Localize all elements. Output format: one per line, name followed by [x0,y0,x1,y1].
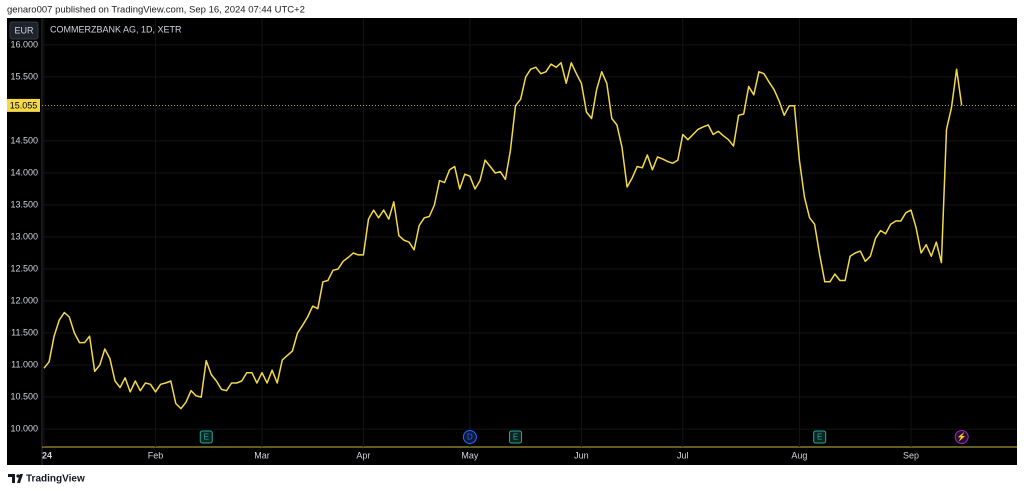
event-badge [509,430,523,444]
y-tick-label: 10.500 [10,391,38,401]
y-tick-label: 14.000 [10,167,38,177]
event-label: E [513,433,518,442]
event-label: ⚡ [957,432,967,442]
footer-logo [8,474,23,483]
event-badge [462,430,477,444]
y-tick-label: 12.500 [10,263,38,273]
x-tick-label: Feb [148,450,164,460]
x-tick-label: 24 [42,450,52,460]
y-tick-label: 12.000 [10,295,38,305]
event-marker[interactable]: E [199,430,213,444]
publish-header: genaro007 published on TradingView.com, … [7,5,305,16]
x-tick-label: Mar [254,450,270,460]
y-tick-label: 13.000 [10,231,38,241]
event-marker[interactable]: D [462,430,477,444]
y-tick-label: 11.000 [11,359,38,369]
y-tick-label: 10.000 [10,423,38,433]
last-price-label: 15.055 [10,100,38,110]
event-label: E [204,433,209,442]
currency-box[interactable] [9,21,39,40]
last-price-box [7,98,40,112]
x-tick-label: Jul [677,450,689,460]
y-tick-label: 13.500 [10,199,38,209]
event-badge [199,430,213,444]
event-label: E [817,433,822,442]
footer-brand: TradingView [26,474,85,485]
currency: EUR [14,25,34,35]
chart-background [7,18,1017,465]
y-tick-label: 16.000 [10,39,38,49]
x-tick-label: May [461,450,479,460]
event-badge [813,430,827,444]
x-tick-label: Jun [574,450,589,460]
price-line [43,62,963,410]
x-tick-label: Apr [356,450,370,460]
y-tick-label: 14.500 [10,135,38,145]
y-tick-label: 11.500 [11,327,38,337]
grid [42,18,1017,447]
event-marker[interactable]: E [509,430,523,444]
event-label: D [467,433,473,442]
chart-title: COMMERZBANK AG, 1D, XETR [50,24,182,34]
event-marker[interactable]: ⚡ [954,430,969,444]
event-badge [954,430,969,444]
y-tick-label: 15.500 [10,71,38,81]
event-marker[interactable]: E [813,430,827,444]
x-tick-label: Aug [791,450,807,460]
x-tick-label: Sep [903,450,919,460]
